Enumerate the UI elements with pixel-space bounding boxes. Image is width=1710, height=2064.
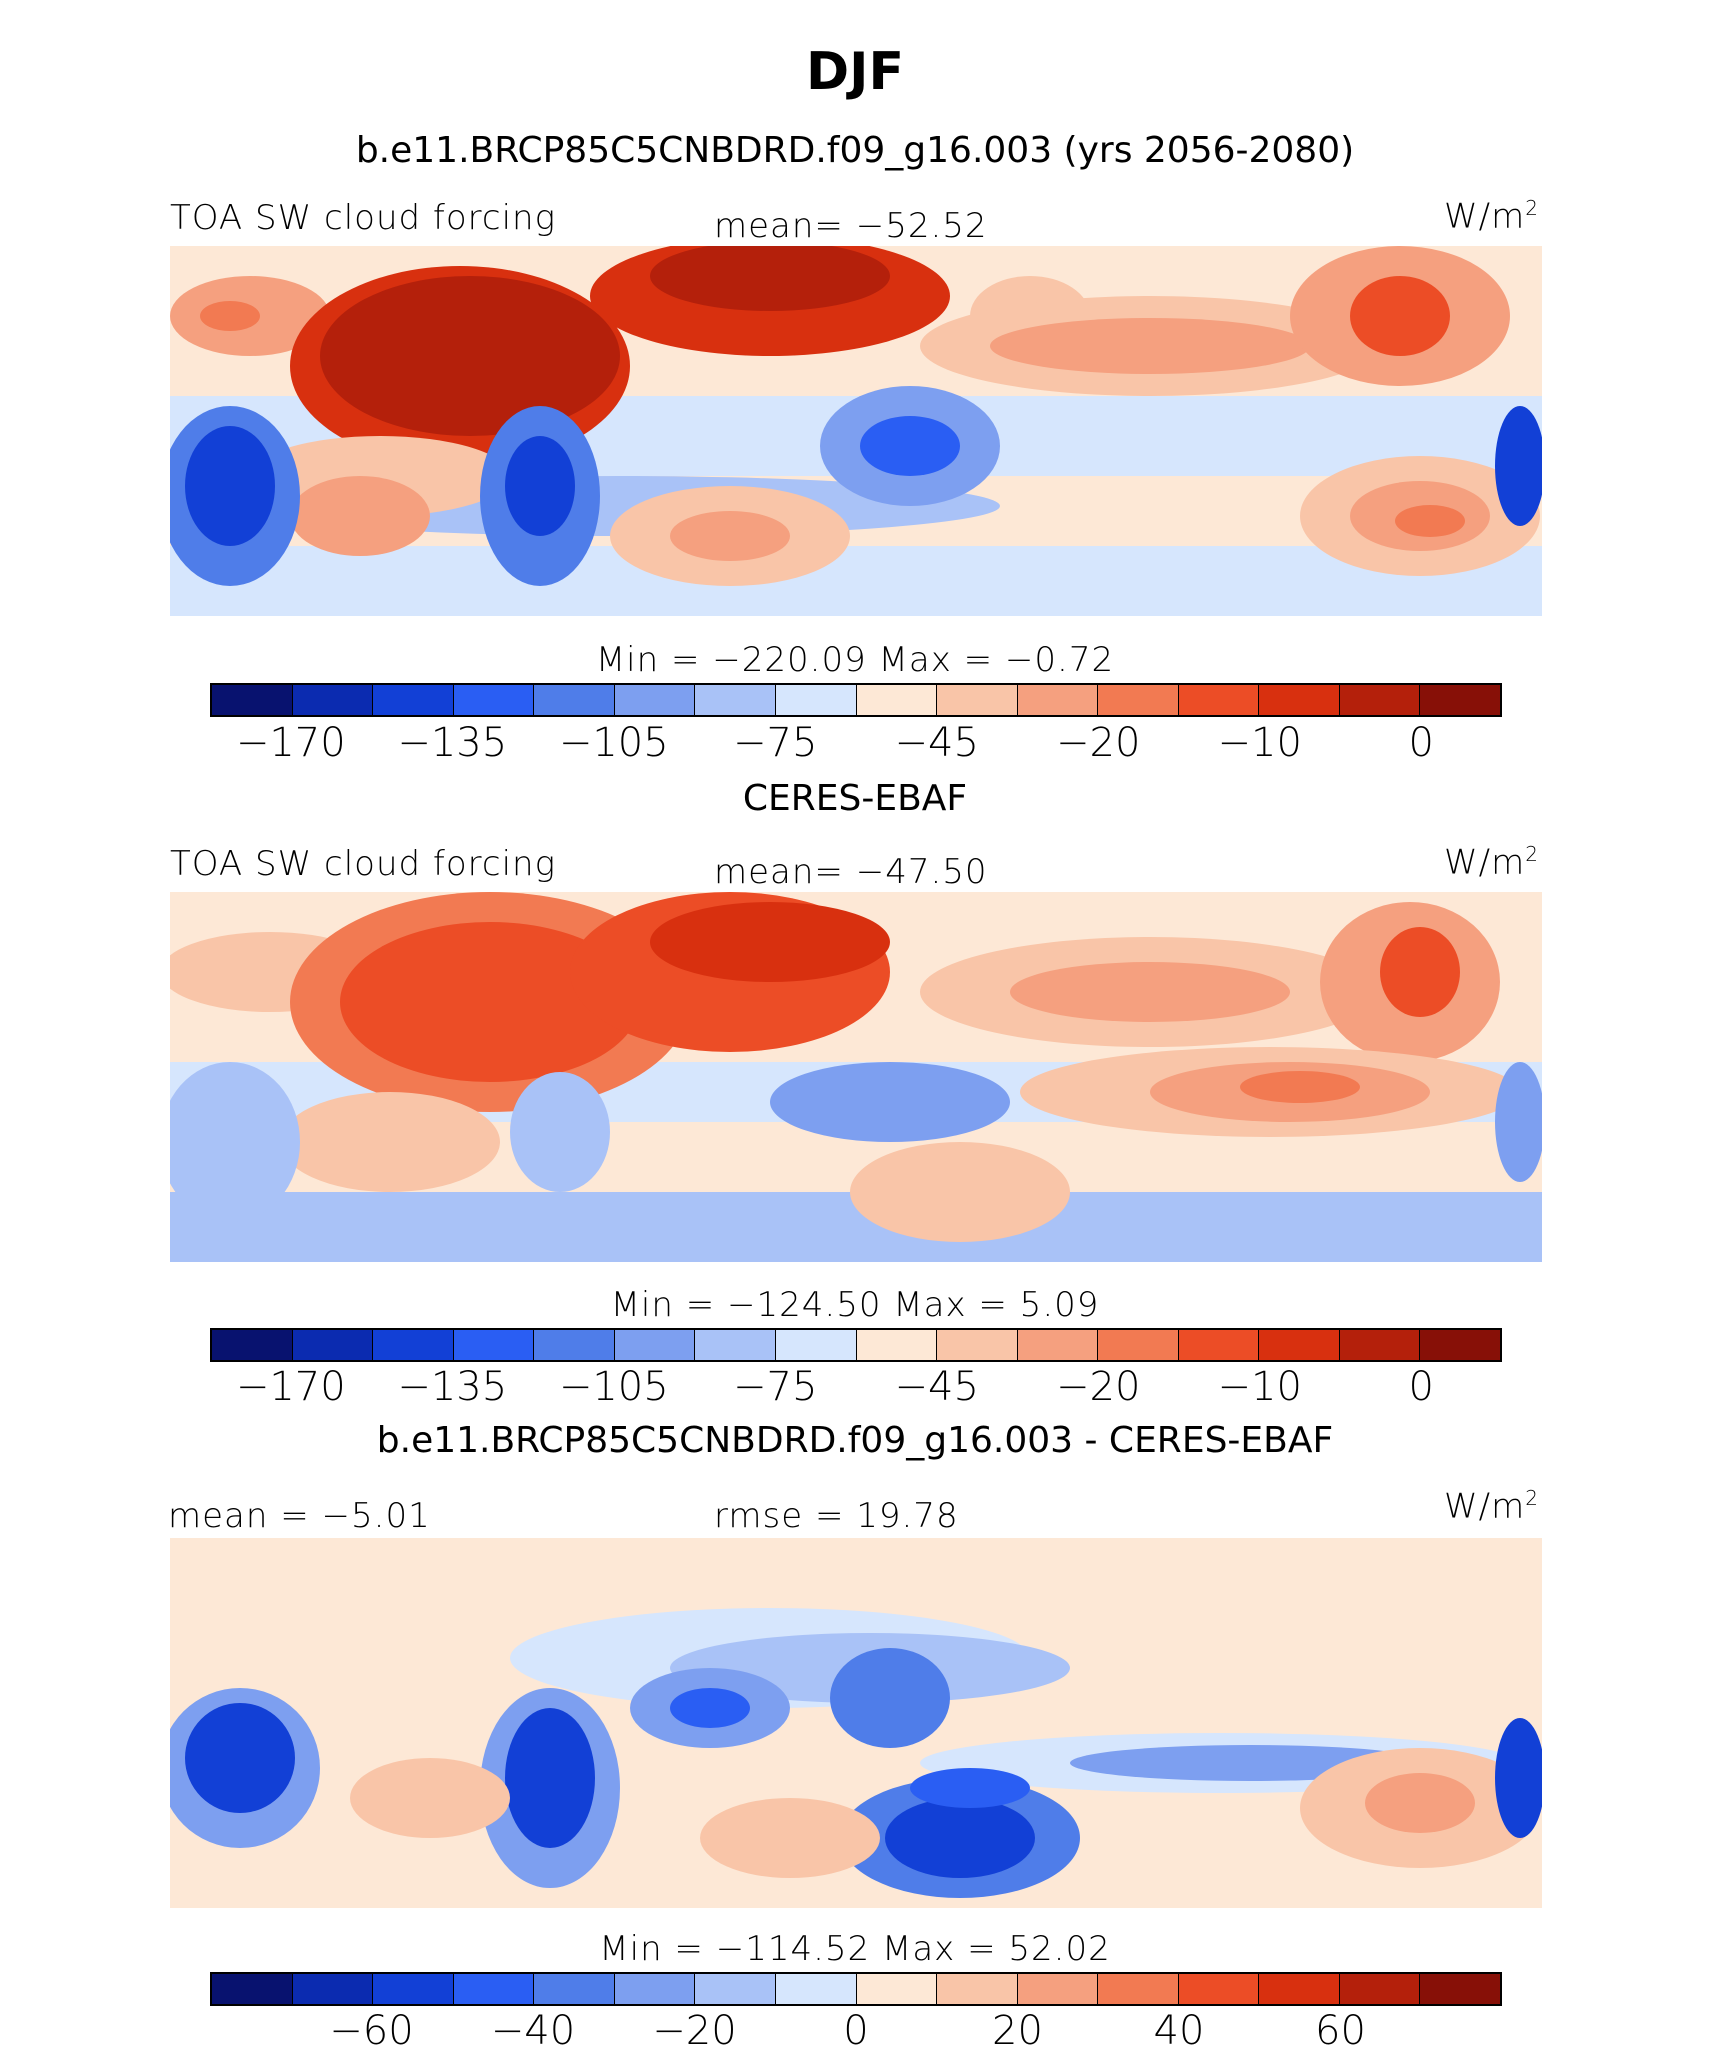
colorbar-tick-label: −40: [490, 2008, 576, 2054]
colorbar-swatch: [1420, 1974, 1500, 2004]
panel-3-map: [170, 1538, 1542, 1908]
colorbar-swatch: [292, 1974, 374, 2004]
panel-1-minmax: Min = −220.09 Max = −0.72: [595, 640, 1115, 680]
colorbar-tick-label: −135: [397, 720, 508, 766]
panel-2-title: CERES-EBAF: [742, 778, 968, 819]
colorbar-swatch: [373, 1330, 454, 1360]
colorbar-swatch: [937, 1330, 1018, 1360]
colorbar-tick-label: −10: [1217, 1364, 1302, 1410]
panel-2-unit-label: W/m2: [1444, 842, 1539, 883]
panel-1-mean-label: mean= −52.52: [714, 206, 988, 246]
colorbar-tick-label: 60: [1315, 2008, 1366, 2054]
colorbar-tick-label: −10: [1217, 720, 1302, 766]
colorbar-swatch: [534, 1974, 615, 2004]
colorbar-swatch: [695, 685, 776, 715]
colorbar-tick-label: −105: [558, 1364, 669, 1410]
colorbar-swatch: [212, 1974, 293, 2004]
colorbar-tick-label: 0: [1408, 720, 1434, 766]
panel-2-minmax: Min = −124.50 Max = 5.09: [610, 1285, 1100, 1325]
colorbar-swatch: [292, 1330, 374, 1360]
colorbar-tick-label: −105: [558, 720, 669, 766]
colorbar-swatch: [614, 685, 696, 715]
colorbar-swatch: [775, 1974, 857, 2004]
colorbar-swatch: [1339, 685, 1421, 715]
colorbar-swatch: [1259, 1330, 1340, 1360]
colorbar-swatch: [534, 1330, 615, 1360]
colorbar-swatch: [373, 685, 454, 715]
panel-1-colorbar-ticks: −170 −135 −105 −75 −45 −20 −10 0: [210, 720, 1502, 766]
panel-2-mean-label: mean= −47.50: [714, 852, 988, 892]
colorbar-tick-label: −170: [235, 1364, 346, 1410]
colorbar-swatch: [614, 1974, 696, 2004]
colorbar-swatch: [1017, 1974, 1099, 2004]
colorbar-swatch: [1420, 685, 1500, 715]
panel-3-colorbar-ticks: −60 −40 −20 0 20 40 60: [210, 2008, 1502, 2054]
colorbar-swatch: [614, 1330, 696, 1360]
colorbar-swatch: [453, 1974, 535, 2004]
colorbar-swatch: [856, 1974, 938, 2004]
panel-2-left-label: TOA SW cloud forcing: [170, 844, 556, 884]
panel-1-left-label: TOA SW cloud forcing: [170, 198, 556, 238]
colorbar-tick-label: −20: [652, 2008, 737, 2054]
colorbar-swatch: [1098, 1330, 1179, 1360]
colorbar-swatch: [1339, 1974, 1421, 2004]
colorbar-tick-label: −45: [894, 720, 979, 766]
colorbar-tick-label: −60: [329, 2008, 414, 2054]
colorbar-swatch: [1017, 685, 1099, 715]
colorbar-swatch: [212, 685, 293, 715]
colorbar-tick-label: −20: [1056, 720, 1141, 766]
colorbar-tick-label: −75: [733, 1364, 818, 1410]
figure-title: DJF: [805, 42, 905, 102]
colorbar-swatch: [373, 1974, 454, 2004]
colorbar-swatch: [695, 1330, 776, 1360]
colorbar-swatch: [1259, 1974, 1340, 2004]
panel-3-rmse-label: rmse = 19.78: [714, 1496, 959, 1536]
colorbar-swatch: [212, 1330, 293, 1360]
colorbar-swatch: [292, 685, 374, 715]
colorbar-tick-label: −170: [235, 720, 346, 766]
colorbar-swatch: [937, 685, 1018, 715]
panel-3-unit-label: W/m2: [1444, 1486, 1539, 1527]
colorbar-tick-label: −75: [733, 720, 818, 766]
panel-2-colorbar: [210, 1328, 1502, 1362]
colorbar-tick-label: 0: [1408, 1364, 1434, 1410]
panel-2-colorbar-ticks: −170 −135 −105 −75 −45 −20 −10 0: [210, 1364, 1502, 1410]
colorbar-swatch: [856, 1330, 938, 1360]
colorbar-swatch: [1259, 685, 1340, 715]
colorbar-tick-label: 20: [992, 2008, 1043, 2054]
colorbar-tick-label: −135: [397, 1364, 508, 1410]
panel-1-unit-label: W/m2: [1444, 196, 1539, 237]
colorbar-swatch: [1017, 1330, 1099, 1360]
panel-1-colorbar: [210, 683, 1502, 717]
colorbar-swatch: [1098, 685, 1179, 715]
colorbar-swatch: [534, 685, 615, 715]
colorbar-swatch: [775, 685, 857, 715]
panel-1-map: [170, 246, 1542, 616]
colorbar-tick-label: −45: [894, 1364, 979, 1410]
colorbar-tick-label: 40: [1153, 2008, 1205, 2054]
colorbar-swatch: [453, 685, 535, 715]
colorbar-swatch: [775, 1330, 857, 1360]
colorbar-tick-label: −20: [1056, 1364, 1141, 1410]
panel-1-title: b.e11.BRCP85C5CNBDRD.f09_g16.003 (yrs 20…: [355, 130, 1355, 171]
colorbar-swatch: [1420, 1330, 1500, 1360]
colorbar-tick-label: 0: [843, 2008, 869, 2054]
panel-3-mean-label: mean = −5.01: [168, 1496, 431, 1536]
panel-2-map: [170, 892, 1542, 1262]
colorbar-swatch: [1178, 685, 1260, 715]
colorbar-swatch: [1178, 1974, 1260, 2004]
panel-3-title: b.e11.BRCP85C5CNBDRD.f09_g16.003 - CERES…: [376, 1420, 1334, 1461]
colorbar-swatch: [856, 685, 938, 715]
colorbar-swatch: [1178, 1330, 1260, 1360]
panel-3-minmax: Min = −114.52 Max = 52.02: [599, 1929, 1111, 1969]
colorbar-swatch: [453, 1330, 535, 1360]
colorbar-swatch: [695, 1974, 776, 2004]
colorbar-swatch: [937, 1974, 1018, 2004]
panel-3-colorbar: [210, 1972, 1502, 2006]
colorbar-swatch: [1098, 1974, 1179, 2004]
colorbar-swatch: [1339, 1330, 1421, 1360]
